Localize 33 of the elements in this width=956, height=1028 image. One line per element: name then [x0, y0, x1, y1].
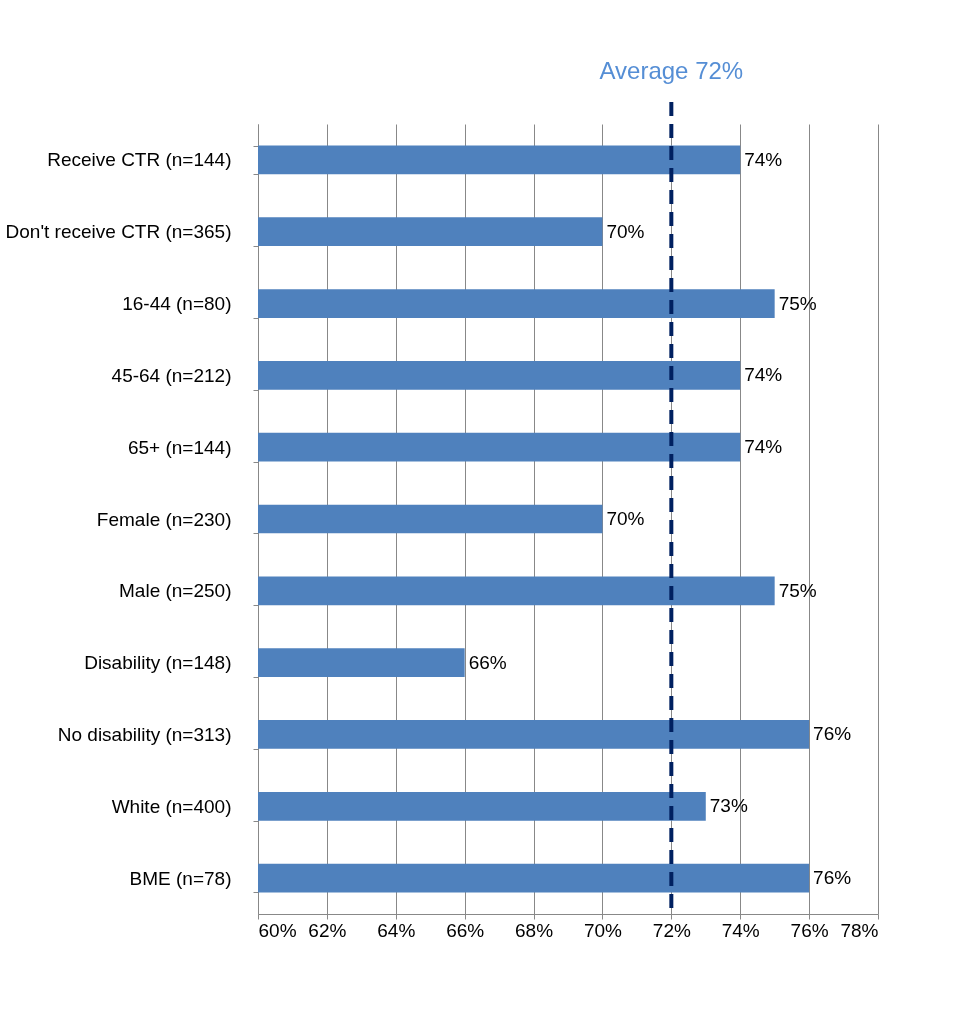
- y-tick-label: Don't receive CTR (n=365): [5, 221, 232, 243]
- x-tick-label: 78%: [840, 919, 879, 941]
- x-tick-label: 62%: [308, 919, 347, 941]
- y-tick-label: Male (n=250): [119, 580, 232, 602]
- y-tick-label: Receive CTR (n=144): [47, 149, 232, 171]
- x-tick-label: 60%: [258, 919, 297, 941]
- y-tick-label: 45-64 (n=212): [111, 364, 232, 386]
- data-label: 70%: [606, 220, 645, 242]
- y-tick-label: 16-44 (n=80): [122, 293, 232, 315]
- y-tick-label: Female (n=230): [96, 508, 232, 530]
- data-label: 73%: [709, 795, 748, 817]
- data-label: 76%: [813, 723, 852, 745]
- ref-line-label: Average 72%: [599, 57, 744, 84]
- x-tick-label: 74%: [721, 919, 760, 941]
- data-label: 76%: [813, 867, 852, 889]
- data-label: 75%: [778, 292, 817, 314]
- y-tick-label: No disability (n=313): [57, 723, 232, 745]
- y-tick-label: 65+ (n=144): [127, 436, 232, 458]
- x-tick-label: 68%: [515, 919, 554, 941]
- x-tick-label: 64%: [377, 919, 416, 941]
- data-label: 75%: [778, 579, 817, 601]
- y-tick-label: BME (n=78): [129, 867, 232, 889]
- data-label: 66%: [468, 651, 507, 673]
- data-label: 74%: [744, 436, 783, 458]
- x-tick-label: 72%: [652, 919, 691, 941]
- data-label: 74%: [744, 364, 783, 386]
- x-tick-label: 66%: [446, 919, 485, 941]
- x-tick-label: 70%: [583, 919, 623, 941]
- data-label: 70%: [606, 508, 645, 529]
- y-tick-label: Disability (n=148): [84, 652, 232, 674]
- data-label: 74%: [744, 148, 783, 170]
- y-tick-label: White (n=400): [111, 795, 232, 817]
- x-tick-label: 76%: [790, 919, 829, 941]
